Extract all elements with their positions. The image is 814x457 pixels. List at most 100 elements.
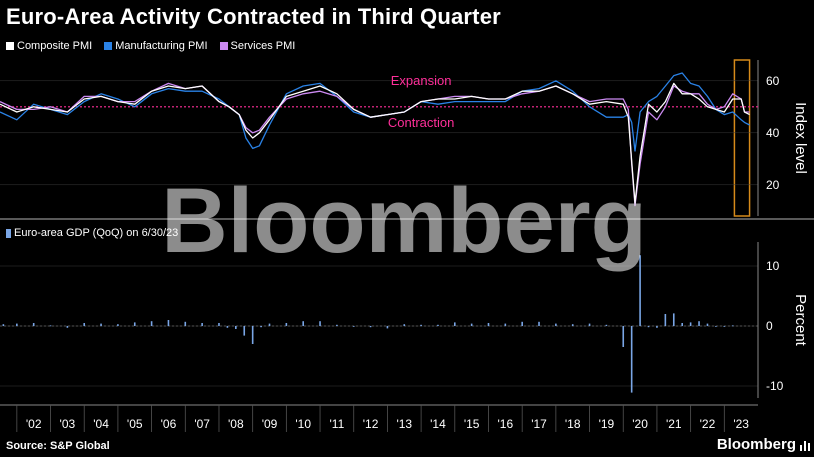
gdp-bar (66, 326, 69, 328)
gdp-bar (2, 324, 5, 326)
gdp-bar (681, 323, 683, 326)
gdp-bar (437, 324, 439, 326)
gdp-bar (302, 321, 304, 326)
y-axis-title-index: Index level (792, 102, 809, 174)
x-tick-label-17: '17 (531, 417, 547, 431)
brand-logo-text: Bloomberg (716, 436, 796, 453)
gdp-bar (715, 326, 717, 327)
pmi-legend: Composite PMI Manufacturing PMI Services… (6, 40, 295, 52)
gdp-bar (622, 326, 625, 347)
gdp-bar (167, 320, 170, 326)
y-tick-label-20: 20 (766, 178, 780, 192)
legend-item-manufacturing: Manufacturing PMI (104, 40, 208, 52)
gdp-bar (403, 324, 406, 326)
bloomberg-bars-icon (800, 441, 810, 451)
gdp-legend: Euro-area GDP (QoQ) on 6/30/23 (6, 227, 178, 239)
gdp-bar (352, 326, 355, 327)
gdp-bar (201, 323, 203, 326)
gdp-bar (260, 326, 262, 328)
gdp-bar (268, 323, 271, 326)
gdp-bar (369, 326, 372, 328)
bloomberg-watermark: Bloomberg (161, 170, 647, 272)
gdp-bar (319, 321, 321, 326)
gdp-bar (336, 324, 338, 326)
gdp-bar (133, 322, 136, 326)
gdp-bar (184, 321, 187, 326)
legend-swatch-manufacturing (104, 42, 113, 50)
y-axis-title-percent: Percent (792, 294, 809, 347)
y-tick-label-10: 10 (766, 259, 780, 273)
gdp-bar (588, 323, 591, 326)
gdp-bar (218, 323, 220, 326)
x-tick-label-05: '05 (127, 417, 143, 431)
x-tick-label-06: '06 (161, 417, 177, 431)
gdp-bar (664, 314, 667, 326)
gdp-bar (487, 323, 490, 326)
x-tick-label-04: '04 (93, 417, 109, 431)
x-tick-label-21: '21 (666, 417, 682, 431)
gdp-bar (656, 326, 658, 328)
x-tick-label-10: '10 (295, 417, 311, 431)
gdp-bar (630, 326, 633, 393)
y-tick-label-0: 0 (766, 319, 773, 333)
gdp-bar (83, 323, 86, 326)
legend-swatch-services (219, 42, 228, 50)
x-tick-label-20: '20 (632, 417, 648, 431)
x-tick-label-13: '13 (396, 417, 412, 431)
gdp-bar (672, 313, 675, 326)
gdp-bar (521, 321, 523, 326)
gdp-bar (689, 322, 692, 326)
x-tick-label-08: '08 (228, 417, 244, 431)
gdp-bar (150, 321, 153, 326)
legend-item-composite: Composite PMI (6, 40, 92, 52)
source-note: Source: S&P Global (6, 440, 110, 452)
x-tick-label-03: '03 (60, 417, 76, 431)
legend-label-composite: Composite PMI (17, 40, 93, 52)
gdp-bar (49, 325, 52, 327)
x-tick-label-15: '15 (464, 417, 480, 431)
y-tick-label--10: -10 (766, 379, 784, 393)
gdp-bar (571, 324, 574, 326)
gdp-bar (251, 326, 254, 344)
gdp-bar (243, 326, 246, 336)
x-tick-label-02: '02 (26, 417, 42, 431)
legend-label-gdp: Euro-area GDP (QoQ) on 6/30/23 (14, 227, 179, 239)
gdp-bar (386, 326, 389, 329)
legend-swatch-composite (6, 42, 14, 50)
gdp-bar (235, 326, 237, 329)
gdp-bar (470, 323, 473, 326)
legend-label-services: Services PMI (230, 40, 296, 52)
x-tick-label-07: '07 (194, 417, 210, 431)
annotation-expansion: Expansion (391, 73, 452, 88)
gdp-bar (538, 321, 540, 326)
series-line-manufacturing (0, 72, 750, 152)
gdp-bar (504, 323, 507, 326)
x-tick-label-18: '18 (565, 417, 581, 431)
legend-swatch-gdp (6, 228, 11, 238)
gdp-bar (100, 323, 102, 326)
x-tick-label-09: '09 (262, 417, 278, 431)
gdp-bar (706, 323, 709, 326)
x-tick-label-11: '11 (330, 417, 345, 431)
x-tick-label-19: '19 (599, 417, 615, 431)
legend-label-manufacturing: Manufacturing PMI (115, 40, 208, 52)
y-tick-label-60: 60 (766, 74, 780, 88)
x-tick-label-22: '22 (700, 417, 716, 431)
x-tick-label-14: '14 (430, 417, 446, 431)
highlight-band (733, 59, 751, 217)
gdp-bar (226, 326, 229, 328)
x-tick-label-23: '23 (733, 417, 749, 431)
gdp-bar (639, 255, 641, 326)
gdp-bar (117, 324, 119, 326)
y-tick-label-40: 40 (766, 126, 780, 140)
gdp-bar (723, 326, 726, 327)
x-tick-label-12: '12 (363, 417, 379, 431)
x-tick-label-16: '16 (498, 417, 514, 431)
gdp-bar (647, 326, 650, 328)
gdp-bar (16, 323, 18, 326)
legend-item-services: Services PMI (219, 40, 296, 52)
gdp-bar (32, 323, 35, 326)
gdp-bar (605, 324, 608, 326)
gdp-bar (454, 322, 456, 326)
